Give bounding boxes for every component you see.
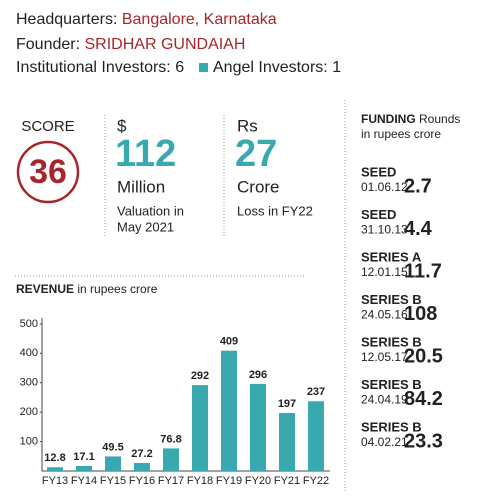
title: REVENUE (16, 282, 74, 296)
bar (250, 383, 266, 471)
round-amount: 84.2 (404, 388, 443, 410)
round-date: 12.05.17 (361, 350, 408, 364)
round-name: SERIES B (361, 334, 422, 349)
label: Institutional Investors: (16, 59, 171, 76)
x-tick-label: FY21 (274, 475, 300, 487)
round-name: SEED (361, 207, 396, 222)
value-label: 17.1 (73, 451, 94, 463)
bar (163, 448, 179, 471)
bar (279, 413, 295, 471)
note: May 2021 (117, 219, 174, 234)
x-tick-label: FY22 (303, 475, 329, 487)
round-amount: 11.7 (404, 260, 442, 282)
value: 1 (332, 59, 341, 76)
note: Valuation in (117, 203, 184, 218)
bar (192, 385, 208, 471)
scale: Crore (237, 177, 280, 196)
x-tick-label: FY19 (216, 475, 242, 487)
value-label: 27.2 (131, 448, 152, 460)
score-ring (16, 140, 80, 204)
round-date: 24.05.16 (361, 308, 408, 322)
round-name: SERIES B (361, 377, 422, 392)
value: 6 (175, 59, 184, 76)
round-date: 01.06.12 (361, 180, 408, 194)
x-tick-label: FY17 (158, 475, 184, 487)
bar (105, 456, 121, 471)
value-label: 197 (278, 398, 296, 410)
value-label: 409 (220, 336, 238, 348)
round-date: 24.04.19 (361, 393, 408, 407)
value-label: 12.8 (44, 452, 65, 464)
y-tick-label: 100 (20, 435, 38, 447)
scale: Million (117, 177, 165, 196)
value-label: 76.8 (160, 433, 181, 445)
bar (134, 462, 150, 471)
round-amount: 2.7 (404, 175, 432, 197)
round-date: 04.02.21 (361, 435, 408, 449)
label: Angel Investors: (213, 59, 328, 76)
score-label: SCORE (21, 118, 74, 135)
title: FUNDING (361, 112, 416, 126)
value-label: 296 (249, 369, 267, 381)
round-name: SERIES B (361, 292, 422, 307)
value: Bangalore, Karnataka (122, 11, 277, 28)
round-amount: 20.5 (404, 345, 443, 367)
value: SRIDHAR GUNDAIAH (85, 36, 246, 53)
value-label: 292 (191, 370, 209, 382)
title-rest: Rounds (419, 112, 460, 126)
angel-line: Angel Investors: 1 (213, 59, 341, 76)
bar (308, 401, 324, 471)
loss: 27 (235, 133, 277, 175)
label: Headquarters: (16, 11, 117, 28)
y-tick-label: 400 (20, 347, 38, 359)
x-tick-label: FY20 (245, 475, 271, 487)
chart-title: REVENUE in rupees crore (16, 282, 158, 296)
score: 36 (29, 153, 67, 191)
x-tick-label: FY14 (71, 475, 97, 487)
round-date: 31.10.13 (361, 223, 408, 237)
value-label: 237 (307, 386, 325, 398)
valuation: 112 (115, 133, 176, 175)
y-tick-label: 500 (20, 318, 38, 330)
unit: Rs (237, 116, 258, 135)
funding-title: FUNDING Rounds (361, 112, 460, 126)
x-tick-label: FY13 (42, 475, 68, 487)
bar (76, 465, 92, 471)
round-name: SERIES A (361, 249, 422, 264)
bar (221, 350, 237, 471)
founder-line: Founder: SRIDHAR GUNDAIAH (16, 36, 245, 53)
label: Founder: (16, 36, 80, 53)
round-name: SEED (361, 164, 396, 179)
y-tick-label: 300 (20, 377, 38, 389)
round-amount: 108 (404, 303, 437, 325)
round-name: SERIES B (361, 419, 422, 434)
investors-line: Institutional Investors: 6 (16, 59, 184, 76)
round-amount: 4.4 (404, 218, 433, 240)
y-tick-label: 200 (20, 406, 38, 418)
bullet (199, 63, 208, 72)
value-label: 49.5 (102, 441, 123, 453)
funding-subtitle: in rupees crore (361, 127, 441, 141)
bar (47, 467, 63, 471)
round-amount: 23.3 (404, 430, 443, 452)
round-date: 12.01.15 (361, 265, 408, 279)
x-tick-label: FY15 (100, 475, 126, 487)
unit: $ (117, 116, 127, 135)
x-tick-label: FY16 (129, 475, 155, 487)
note: Loss in FY22 (237, 203, 313, 218)
subtitle: in rupees crore (77, 282, 157, 296)
hq-line: Headquarters: Bangalore, Karnataka (16, 11, 277, 28)
x-tick-label: FY18 (187, 475, 213, 487)
